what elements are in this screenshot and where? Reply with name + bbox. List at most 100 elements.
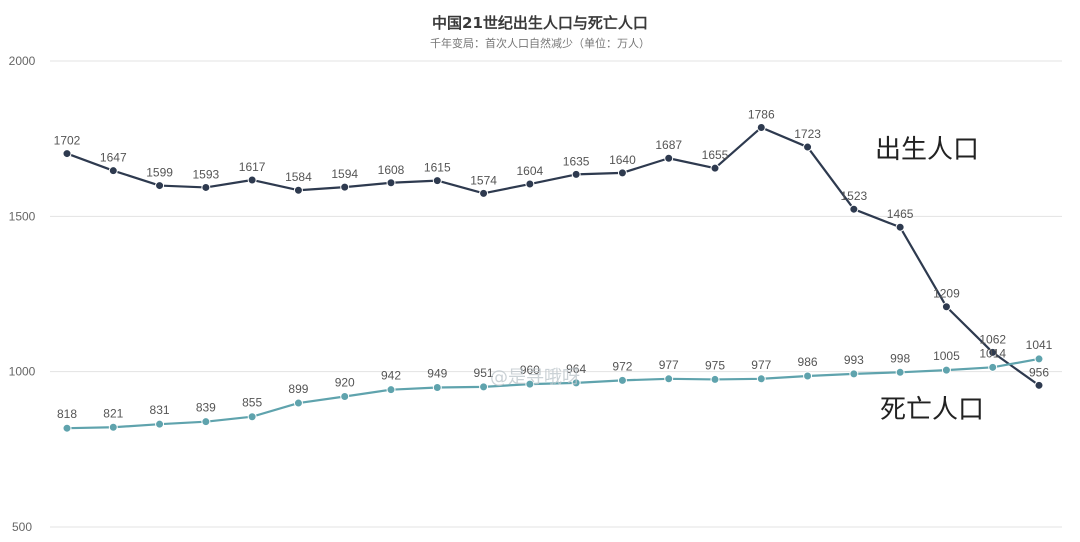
data-point xyxy=(525,179,535,189)
data-label: 977 xyxy=(751,358,771,372)
data-label: 975 xyxy=(705,358,725,372)
data-label: 1594 xyxy=(331,167,358,181)
series-0: 1702 1647 1599 1593 1617 1584 1594 1608 1615 1574… xyxy=(54,107,1049,390)
data-point xyxy=(201,182,211,192)
data-point xyxy=(895,222,905,232)
data-point xyxy=(432,176,442,186)
data-label: 1655 xyxy=(702,148,729,162)
data-label: 1604 xyxy=(517,164,544,178)
data-label: 1465 xyxy=(887,207,914,221)
data-point xyxy=(247,175,257,185)
data-point xyxy=(479,382,489,392)
y-axis-ticks: 2000 1500 1000 500 xyxy=(9,54,36,534)
data-label: 1786 xyxy=(748,107,775,121)
data-label: 821 xyxy=(103,406,123,420)
series-line xyxy=(66,126,1040,387)
data-label: 1574 xyxy=(470,173,497,187)
data-label: 998 xyxy=(890,351,910,365)
data-label: 972 xyxy=(612,359,632,373)
data-label: 986 xyxy=(798,355,818,369)
data-point xyxy=(710,163,720,173)
y-tick-label: 500 xyxy=(12,520,32,534)
data-label: 818 xyxy=(57,407,77,421)
data-label: 1647 xyxy=(100,151,127,165)
data-point xyxy=(664,374,674,384)
data-point xyxy=(293,398,303,408)
data-label: 1523 xyxy=(841,189,868,203)
data-point xyxy=(155,181,165,191)
data-label: 1005 xyxy=(933,349,960,363)
series-name-births: 出生人口 xyxy=(875,135,979,165)
data-point xyxy=(756,374,766,384)
data-label: 964 xyxy=(566,362,586,376)
data-label: 899 xyxy=(288,382,308,396)
data-label: 977 xyxy=(659,358,679,372)
data-point xyxy=(201,417,211,427)
data-label: 942 xyxy=(381,369,401,383)
data-point xyxy=(293,185,303,195)
data-label: 1608 xyxy=(378,163,405,177)
data-label: 951 xyxy=(474,366,494,380)
data-label: 839 xyxy=(196,401,216,415)
data-label: 1723 xyxy=(794,127,821,141)
data-point xyxy=(432,383,442,393)
data-point xyxy=(340,392,350,402)
data-point xyxy=(803,371,813,381)
data-point xyxy=(479,188,489,198)
data-label: 1640 xyxy=(609,153,636,167)
data-point xyxy=(571,169,581,179)
data-label: 831 xyxy=(150,403,170,417)
data-label: 993 xyxy=(844,353,864,367)
series-1: 818 821 831 839 855 899 920 942 949 951 960 964 972 9… xyxy=(57,338,1053,433)
data-label: 960 xyxy=(520,363,540,377)
data-label: 1635 xyxy=(563,154,590,168)
data-point xyxy=(617,375,627,385)
data-point xyxy=(1034,354,1044,364)
data-point xyxy=(849,369,859,379)
data-label: 949 xyxy=(427,367,447,381)
chart-subtitle: 千年变局：首次人口自然减少（单位：万人） xyxy=(430,36,650,50)
data-point xyxy=(1034,380,1044,390)
data-point xyxy=(108,166,118,176)
data-point xyxy=(525,379,535,389)
y-tick-label: 2000 xyxy=(9,54,36,68)
data-point xyxy=(108,422,118,432)
data-label: 855 xyxy=(242,396,262,410)
data-point xyxy=(710,374,720,384)
data-point xyxy=(62,149,72,159)
data-label: 1041 xyxy=(1026,338,1053,352)
data-point xyxy=(386,385,396,395)
series-name-deaths: 死亡人口 xyxy=(880,395,984,425)
data-point xyxy=(571,378,581,388)
chart-title: 中国21世纪出生人口与死亡人口 xyxy=(432,14,648,32)
data-point xyxy=(247,412,257,422)
watermark: @是寻哦呀 xyxy=(490,367,580,388)
data-point xyxy=(617,168,627,178)
data-label: 1014 xyxy=(979,346,1006,360)
data-label: 1702 xyxy=(54,134,81,148)
data-label: 1593 xyxy=(193,167,220,181)
y-tick-label: 1500 xyxy=(9,209,36,223)
data-label: 1209 xyxy=(933,287,960,301)
y-tick-label: 1000 xyxy=(9,365,36,379)
data-label: 956 xyxy=(1029,365,1049,379)
data-label: 1584 xyxy=(285,170,312,184)
data-point xyxy=(155,419,165,429)
data-point xyxy=(803,142,813,152)
data-point xyxy=(340,182,350,192)
data-label: 920 xyxy=(335,376,355,390)
data-label: 1062 xyxy=(979,332,1006,346)
data-point xyxy=(849,204,859,214)
data-point xyxy=(988,362,998,372)
data-point xyxy=(895,367,905,377)
data-point xyxy=(386,178,396,188)
data-point xyxy=(941,302,951,312)
data-label: 1599 xyxy=(146,166,173,180)
data-point xyxy=(664,153,674,163)
series-line xyxy=(66,357,1040,430)
data-point xyxy=(988,347,998,357)
series-layer: 1702 1647 1599 1593 1617 1584 1594 1608 1615 1574… xyxy=(54,107,1053,433)
data-point xyxy=(941,365,951,375)
data-point xyxy=(756,122,766,132)
